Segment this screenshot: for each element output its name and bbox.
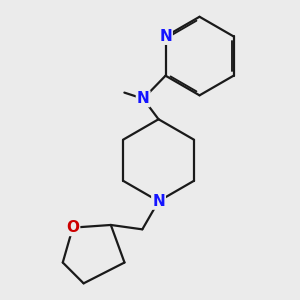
Text: O: O	[66, 220, 79, 235]
Text: N: N	[159, 29, 172, 44]
Text: N: N	[137, 91, 149, 106]
Text: N: N	[152, 194, 165, 209]
